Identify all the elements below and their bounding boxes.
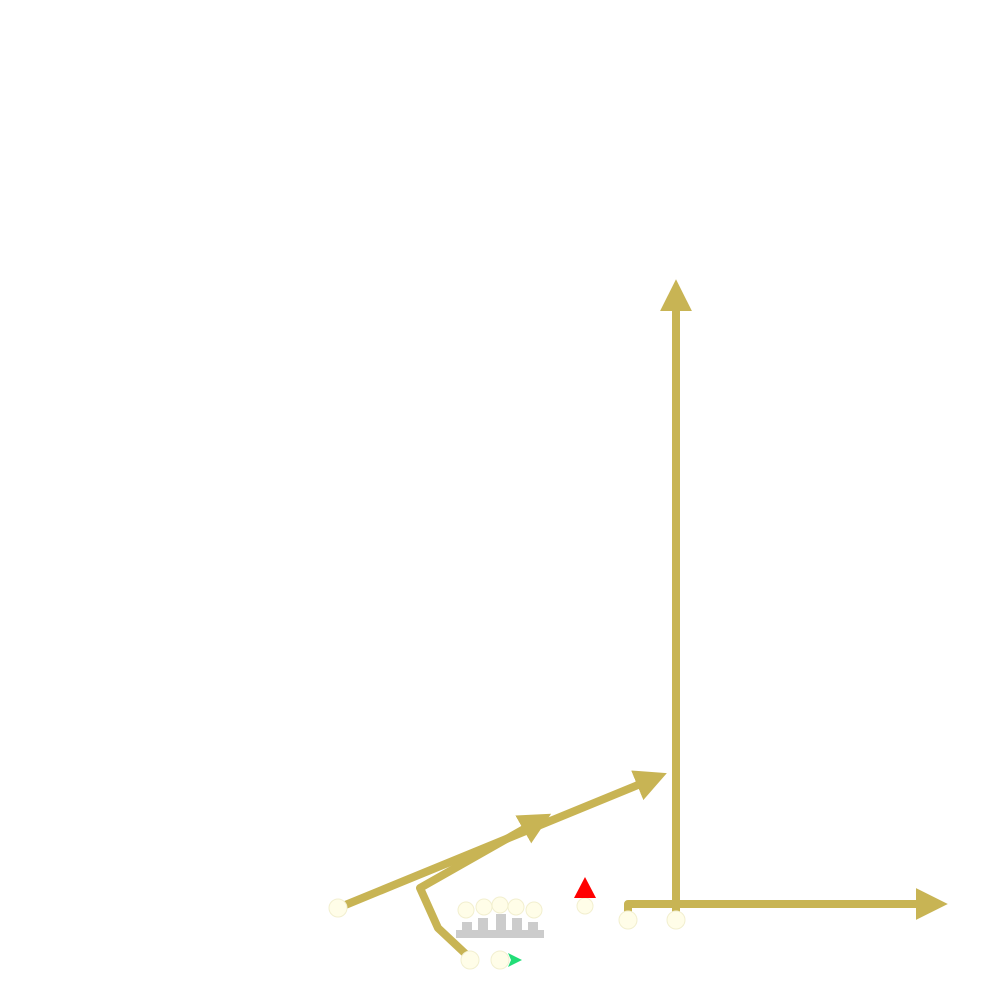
defender-line	[456, 914, 544, 938]
player-nodes	[328, 896, 686, 970]
defender-tooth	[512, 918, 522, 932]
lineman-node	[525, 901, 543, 919]
defender-base	[456, 930, 544, 938]
player-node	[490, 950, 510, 970]
defender-tooth	[462, 922, 472, 932]
player-node	[666, 910, 686, 930]
player-direction-icon	[508, 953, 522, 967]
route-curl-diagonal	[416, 813, 552, 962]
defender-tooth	[496, 914, 506, 932]
defender-tooth	[478, 918, 488, 932]
lineman-node	[475, 898, 493, 916]
routes	[334, 279, 948, 962]
player-node	[618, 910, 638, 930]
ball-marker-icon	[574, 877, 596, 898]
player-node	[576, 897, 594, 915]
lineman-node	[507, 898, 525, 916]
lineman-node	[457, 901, 475, 919]
player-node	[328, 898, 348, 918]
player-node	[460, 950, 480, 970]
lineman-node	[491, 896, 509, 914]
defender-tooth	[528, 922, 538, 932]
